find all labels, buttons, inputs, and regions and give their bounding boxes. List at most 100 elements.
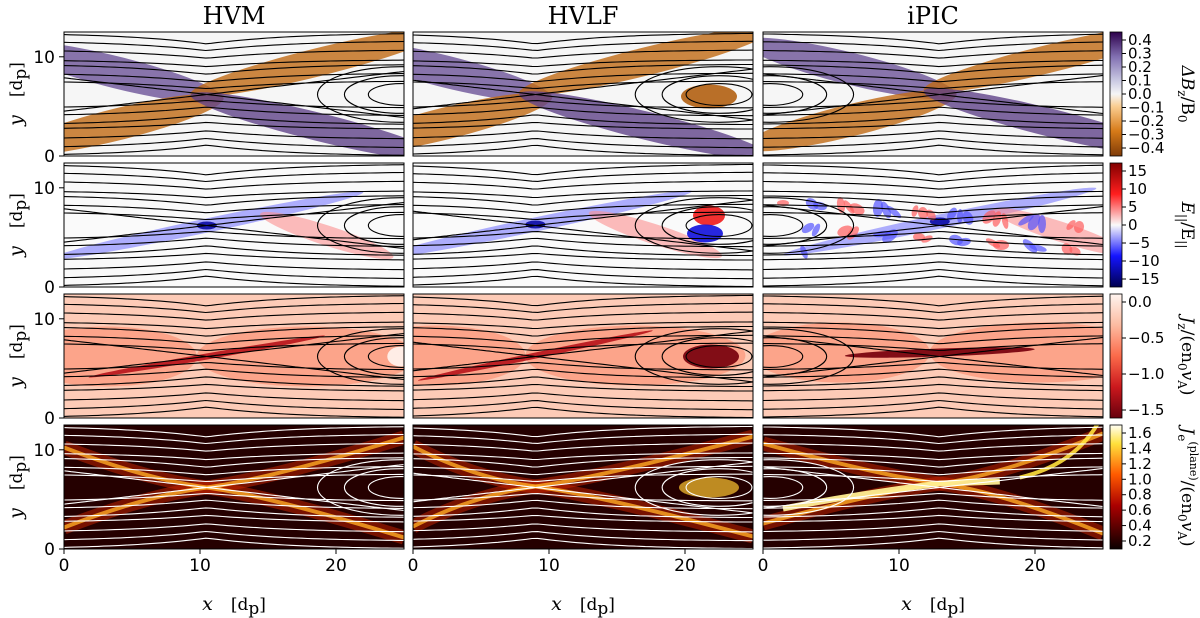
colorbar-bar: [1109, 424, 1123, 550]
x-tick-label: 0: [758, 556, 769, 576]
colorbar-tick-label: −1.5: [1128, 401, 1164, 419]
field-line: [763, 442, 1103, 452]
x-tick-label: 10: [189, 556, 211, 576]
field-line-loop: [763, 328, 855, 385]
field-line-loop: [763, 468, 828, 507]
field-line: [64, 383, 404, 392]
panel-frame: [412, 162, 754, 288]
epar-blob: [1061, 243, 1073, 255]
field-line: [763, 335, 940, 358]
colorbar-label-0: ΔBz/B0: [1175, 65, 1197, 123]
colorbar-2: 0.0 −0.5 −1.0 −1.5 Jz/(en0vA): [1109, 293, 1197, 419]
field-line: [763, 172, 1103, 183]
je-glow: [1019, 425, 1100, 480]
field-line-loop: [367, 214, 404, 237]
field-line: [64, 77, 207, 96]
field-line: [413, 400, 753, 411]
colorbar-tick-label: −0.2: [1128, 112, 1164, 130]
field-line: [413, 294, 753, 307]
epar-blob: [985, 238, 1001, 248]
field-line: [64, 523, 404, 533]
field-line-loop: [763, 66, 855, 123]
field-line: [763, 114, 1103, 125]
field-line: [64, 295, 404, 307]
panel-frame: [63, 424, 405, 550]
field-line: [763, 457, 1103, 468]
field-line: [763, 204, 1103, 214]
colorbar-tick-label: 10: [1128, 180, 1147, 198]
field-line: [64, 73, 404, 83]
field-line: [413, 376, 753, 388]
field-line: [64, 442, 404, 452]
field-line-loop: [634, 197, 753, 254]
field-line: [413, 499, 753, 510]
x-tick-label: 20: [1024, 556, 1046, 576]
field-line-loop: [661, 75, 753, 114]
field-line-loop: [763, 345, 804, 368]
field-line: [763, 164, 1103, 176]
jz-blob: [844, 347, 1035, 358]
bz-lobe: [413, 92, 553, 155]
colorbar-tick-label: 0.4: [1128, 517, 1152, 535]
field-line: [64, 342, 404, 352]
bz-lobe: [190, 92, 404, 156]
field-line: [413, 472, 536, 489]
y-tick-label: 10: [33, 310, 55, 330]
field-line: [413, 72, 753, 83]
epar-blob: [1018, 214, 1034, 226]
panel-frame: [762, 162, 1104, 288]
field-line: [763, 49, 1103, 59]
field-line: [413, 425, 753, 438]
field-line: [413, 362, 753, 371]
field-line-loop: [763, 214, 804, 237]
field-line-loop: [685, 214, 753, 237]
field-line: [763, 190, 1103, 199]
x-axis-label-1: x [dp]: [551, 593, 615, 618]
field-line: [64, 426, 404, 438]
field-line: [763, 486, 940, 509]
colorbar-tick-label: −0.3: [1128, 126, 1164, 144]
field-line: [64, 514, 404, 523]
field-line-loop: [763, 75, 828, 114]
colorbar-tick-label: −15: [1128, 270, 1160, 288]
jz-blob: [387, 346, 404, 367]
field-line: [413, 138, 753, 149]
field-line: [763, 426, 1103, 438]
field-line: [413, 275, 753, 287]
svg-text:Jz/(en0vA): Jz/(en0vA): [1175, 313, 1197, 395]
field-line: [763, 530, 1103, 541]
field-line: [763, 376, 1103, 387]
field-line: [763, 93, 940, 116]
field-line: [763, 343, 1103, 352]
field-line: [763, 355, 940, 378]
colorbar-tick-label: 0.2: [1128, 58, 1152, 76]
colorbar-tick-label: 0.8: [1128, 486, 1152, 504]
bz-lobe: [763, 89, 957, 152]
epar-blob: [917, 207, 929, 219]
field-line: [763, 514, 1103, 523]
colorbar-tick-label: 1.2: [1128, 455, 1152, 473]
field-line: [64, 230, 404, 240]
panel-frame: [412, 424, 754, 550]
field-line: [64, 59, 404, 68]
field-line: [413, 237, 753, 248]
field-line-loop: [763, 197, 855, 254]
field-line: [64, 355, 207, 374]
field-line-loop: [367, 476, 404, 499]
epar-blob: [260, 211, 394, 260]
colorbar-tick-label: 0.4: [1128, 31, 1152, 49]
field-line: [763, 137, 1103, 148]
svg-text:Je(plane)/(en0vA): Je(plane)/(en0vA): [1175, 424, 1200, 546]
colorbar-tick-label: 0.1: [1128, 72, 1152, 90]
field-line-loop: [367, 345, 404, 368]
svg-text:y[dp]: y[dp]: [5, 62, 31, 127]
panel-3-ipic: 0 10 20: [758, 424, 1104, 576]
field-line: [413, 311, 753, 321]
field-line: [413, 130, 753, 140]
field-line: [64, 376, 404, 387]
field-line: [64, 93, 207, 112]
field-line-loop: [343, 206, 404, 245]
bz-lobe: [413, 40, 553, 103]
field-line: [763, 383, 1103, 392]
